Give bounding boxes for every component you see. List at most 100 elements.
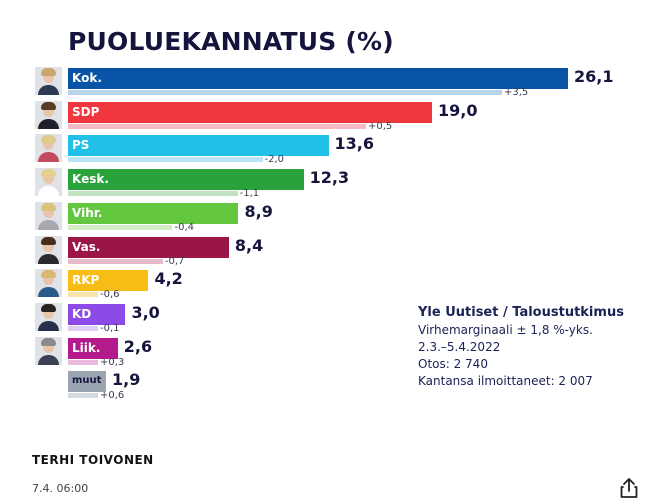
- avatar-head: [43, 272, 54, 286]
- value-label: 13,6: [334, 134, 375, 154]
- bar: SDP: [68, 101, 432, 123]
- change-label: +3,5: [504, 87, 529, 98]
- bar-label: Kok.: [72, 71, 102, 85]
- bar: muut: [68, 371, 106, 393]
- value-label: 8,4: [234, 235, 264, 255]
- bar: RKP: [68, 270, 149, 292]
- value-label: 3,0: [131, 302, 160, 322]
- party-row: muut 1,9 +0,6: [0, 370, 650, 403]
- bar-label: Liik.: [72, 340, 101, 355]
- avatar-hair: [41, 101, 56, 110]
- avatar-body: [38, 219, 59, 230]
- avatar-head: [43, 238, 54, 252]
- bar: Liik.: [68, 337, 118, 359]
- change-label: -0,7: [164, 255, 185, 267]
- source-margin-of-error: Virhemarginaali ± 1,8 %-yks.: [418, 323, 593, 337]
- change-bar: [68, 224, 173, 230]
- avatar-head: [43, 171, 54, 185]
- value-label: 19,0: [437, 100, 478, 120]
- change-label: -0,4: [174, 221, 194, 233]
- change-bar: [68, 359, 98, 365]
- avatar-head: [43, 339, 54, 353]
- party-row: SDP 19,0 +0,5: [0, 100, 650, 134]
- party-leader-avatar: [35, 134, 62, 163]
- change-bar: [68, 123, 366, 129]
- avatar-hair: [41, 202, 56, 211]
- avatar-hair: [41, 270, 56, 279]
- change-bar: [68, 157, 263, 163]
- value-label: 4,2: [154, 269, 183, 289]
- avatar-body: [38, 85, 59, 95]
- source-info: Yle Uutiset / Taloustutkimus Virhemargin…: [418, 305, 624, 390]
- source-title: Yle Uutiset / Taloustutkimus: [418, 305, 624, 320]
- change-label: -0,1: [100, 322, 120, 334]
- bar: Vihr.: [68, 202, 239, 224]
- source-date-range: 2.3.–5.4.2022: [418, 340, 501, 354]
- party-leader-avatar: [35, 336, 62, 365]
- party-leader-avatar: [35, 302, 62, 331]
- party-row: Liik. 2,6 +0,3: [0, 336, 650, 370]
- bar-label: Vihr.: [72, 205, 103, 220]
- avatar-head: [43, 137, 54, 151]
- avatar-body: [38, 152, 59, 163]
- party-leader-avatar: [35, 67, 62, 95]
- avatar-body: [38, 118, 59, 129]
- party-leader-avatar: [35, 235, 62, 264]
- party-row: Kesk. 12,3 -1,1: [0, 168, 650, 201]
- value-label: 12,3: [309, 168, 350, 188]
- value-label: 8,9: [244, 201, 273, 221]
- avatar-head: [43, 103, 54, 117]
- bar: Kok.: [68, 68, 568, 89]
- change-bar: [68, 292, 98, 298]
- party-row: PS 13,6 -2,0: [0, 134, 650, 167]
- avatar-hair: [41, 169, 56, 178]
- change-label: +0,3: [100, 356, 125, 368]
- change-label: -1,1: [239, 188, 260, 200]
- bar-label: SDP: [72, 104, 100, 119]
- change-bar: [68, 90, 502, 95]
- avatar-body: [38, 186, 59, 197]
- party-leader-avatar: [35, 100, 62, 129]
- bar: PS: [68, 135, 329, 157]
- party-row: Vas. 8,4 -0,7: [0, 235, 650, 269]
- change-bar: [68, 393, 98, 399]
- avatar-hair: [41, 337, 56, 346]
- party-row: KD 3,0 -0,1: [0, 302, 650, 336]
- avatar-hair: [41, 135, 56, 144]
- party-leader-avatar: [35, 269, 62, 298]
- source-sample-size: Otos: 2 740: [418, 357, 488, 371]
- change-bar: [68, 258, 163, 264]
- avatar-head: [43, 305, 54, 319]
- avatar-hair: [41, 236, 56, 245]
- bar-label: KD: [72, 306, 92, 321]
- change-label: -2,0: [264, 154, 285, 166]
- avatar-head: [43, 70, 54, 83]
- party-support-chart: PUOLUEKANNATUS (%) Kok. 26,1 +3,5 SDP 19,0 +0…: [0, 27, 650, 403]
- bar: Kesk.: [68, 169, 304, 191]
- party-row: RKP 4,2 -0,6: [0, 269, 650, 302]
- party-leader-avatar: [35, 201, 62, 230]
- avatar-head: [43, 204, 54, 218]
- value-label: 1,9: [112, 370, 141, 390]
- avatar-body: [38, 320, 59, 331]
- bar-label: Vas.: [72, 239, 101, 254]
- bar-label: RKP: [72, 273, 100, 288]
- avatar-hair: [41, 68, 56, 76]
- avatar-body: [38, 354, 59, 365]
- party-row: Kok. 26,1 +3,5: [0, 67, 650, 100]
- share-icon: [620, 478, 638, 498]
- bar-label: muut: [72, 375, 102, 387]
- change-bar: [68, 325, 98, 331]
- publish-date: 7.4. 06:00: [32, 482, 89, 495]
- bar-label: Kesk.: [72, 172, 109, 187]
- avatar-body: [38, 253, 59, 264]
- share-button[interactable]: [618, 477, 640, 499]
- avatar-hair: [41, 303, 56, 312]
- bar: Vas.: [68, 236, 229, 258]
- value-label: 26,1: [574, 67, 614, 86]
- change-label: +0,6: [100, 390, 125, 402]
- bar: KD: [68, 303, 126, 325]
- change-label: +0,5: [367, 120, 393, 132]
- chart-title: PUOLUEKANNATUS (%): [68, 27, 394, 56]
- party-row: Vihr. 8,9 -0,4: [0, 201, 650, 235]
